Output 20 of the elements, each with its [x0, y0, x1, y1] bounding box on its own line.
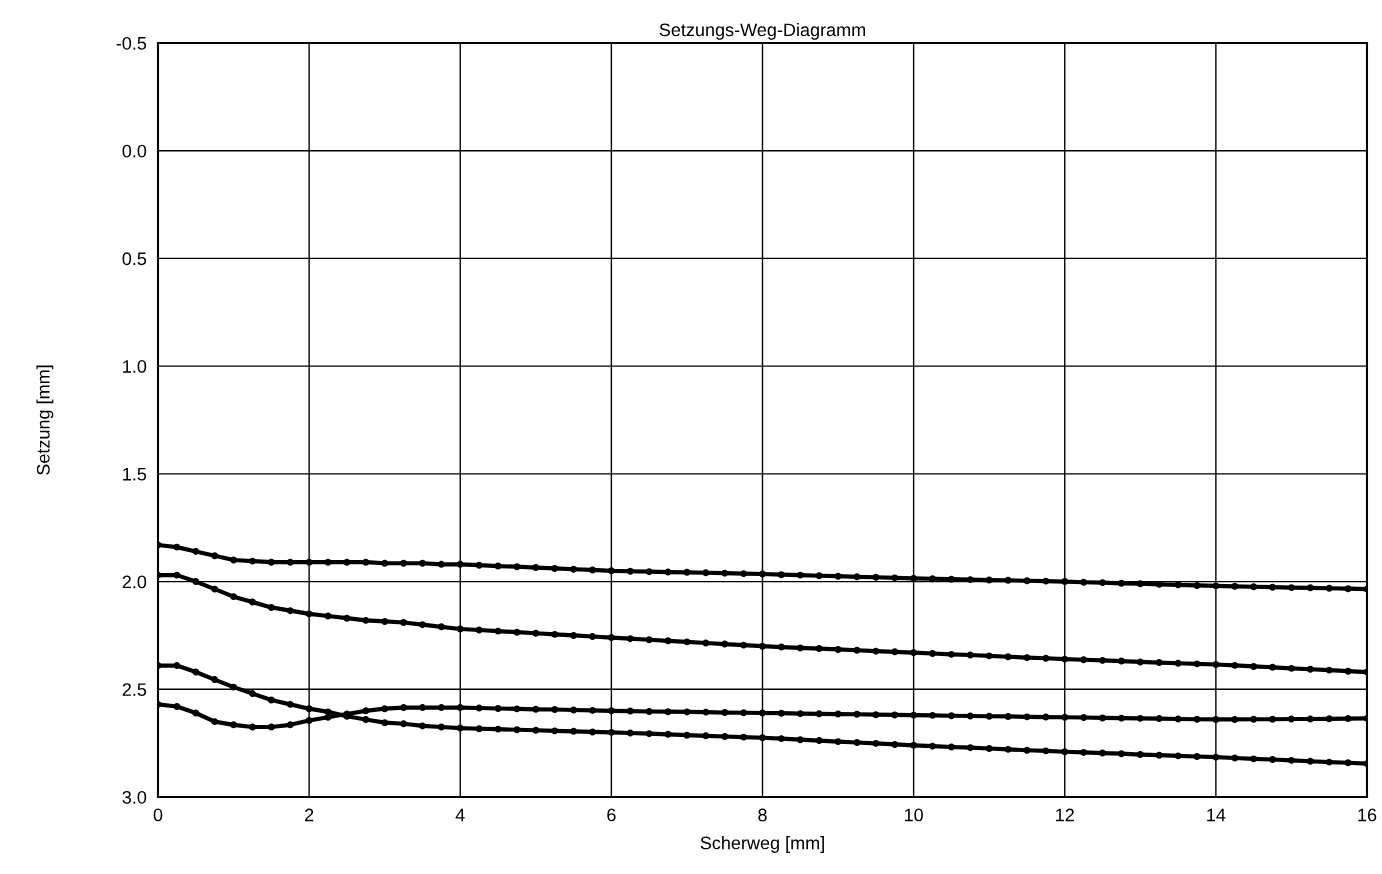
x-tick-label: 14 — [1207, 808, 1226, 822]
x-tick-label: 16 — [1358, 808, 1377, 822]
y-tick-label: 2.0 — [122, 575, 147, 589]
y-tick-label: -0.5 — [116, 36, 147, 50]
y-tick-label: 0.0 — [122, 144, 147, 158]
x-tick-label: 10 — [904, 808, 923, 822]
chart-title: Setzungs-Weg-Diagramm — [659, 22, 866, 40]
x-tick-label: 4 — [455, 808, 465, 822]
x-tick-label: 12 — [1056, 808, 1074, 822]
y-axis-title: Setzung [mm] — [36, 365, 54, 475]
y-tick-label: 1.0 — [123, 360, 147, 373]
x-axis-title: Scherweg [mm] — [700, 836, 824, 853]
x-tick-label: 0 — [153, 808, 163, 822]
y-tick-label: 3.0 — [122, 790, 147, 804]
x-tick-label: 2 — [305, 808, 314, 822]
x-tick-label: 6 — [607, 808, 616, 822]
y-tick-label: 0.5 — [122, 252, 147, 266]
x-tick-label: 8 — [758, 808, 767, 822]
y-tick-label: 1.5 — [123, 467, 147, 481]
y-tick-label: 2.5 — [122, 683, 147, 697]
